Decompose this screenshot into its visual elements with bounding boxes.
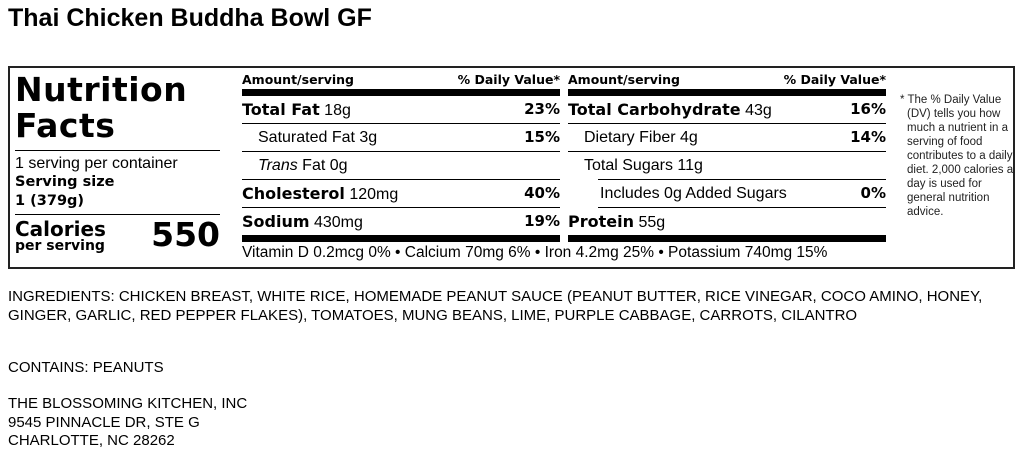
heading-nutrition: Nutrition xyxy=(15,70,188,109)
nutrient-name: Total Fat xyxy=(242,100,320,119)
label-summary: Nutrition Facts 1 serving per container … xyxy=(15,72,220,253)
nutrient-name: Total Carbohydrate xyxy=(568,100,741,119)
nutrition-facts-label: Nutrition Facts 1 serving per container … xyxy=(8,66,1015,269)
divider xyxy=(15,214,220,215)
nutrient-name: Protein xyxy=(568,212,634,231)
calories-label: Calories xyxy=(15,217,106,241)
address-line: 9545 PINNACLE DR, STE G xyxy=(8,413,200,431)
nutrient-dv: 14% xyxy=(850,128,886,146)
nutrient-name: Saturated Fat xyxy=(258,129,355,146)
calories-value: 550 xyxy=(151,215,220,254)
header-dv: % Daily Value* xyxy=(783,72,886,87)
serving-size-label: Serving size xyxy=(15,174,115,190)
nutrient-amount: 430mg xyxy=(313,214,363,231)
nutrient-column-left: Amount/serving % Daily Value* Total Fat 1… xyxy=(242,72,560,242)
vitamins-minerals: Vitamin D 0.2mcg 0% • Calcium 70mg 6% • … xyxy=(242,244,828,261)
nutrient-row: Total Carbohydrate 43g 16% xyxy=(568,96,886,124)
serving-size-value: 1 (379g) xyxy=(15,193,85,209)
nutrient-row: Protein 55g xyxy=(568,208,886,242)
ingredients: INGREDIENTS: CHICKEN BREAST, WHITE RICE,… xyxy=(8,288,983,324)
nutrient-name: Sodium xyxy=(242,212,310,231)
nutrient-amount: 11g xyxy=(677,157,703,174)
nutrient-row: Total Fat 18g 23% xyxy=(242,96,560,124)
nutrient-amount: 18g xyxy=(324,102,351,119)
nutrient-name: Trans xyxy=(258,157,298,174)
nutrient-row: Includes 0g Added Sugars 0% xyxy=(598,179,886,208)
nutrient-dv: 40% xyxy=(524,184,560,202)
nutrient-row: Dietary Fiber 4g 14% xyxy=(568,124,886,152)
calories-sub: per serving xyxy=(15,238,105,254)
nutrient-row: Sodium 430mg 19% xyxy=(242,208,560,242)
nutrient-amount: Fat 0g xyxy=(302,157,348,174)
nutrient-amount: 4g xyxy=(680,129,698,146)
nutrient-row: Cholesterol 120mg 40% xyxy=(242,180,560,208)
nutrient-row: Trans Fat 0g xyxy=(242,152,560,180)
nutrient-dv: 19% xyxy=(524,212,560,230)
nutrient-dv: 23% xyxy=(524,100,560,118)
nutrient-dv: 15% xyxy=(524,128,560,146)
allergen-statement: CONTAINS: PEANUTS xyxy=(8,359,164,376)
address-line: THE BLOSSOMING KITCHEN, INC xyxy=(8,395,248,412)
nutrient-amount: 120mg xyxy=(349,186,399,203)
manufacturer-address: THE BLOSSOMING KITCHEN, INC 9545 PINNACL… xyxy=(8,395,1018,451)
nutrient-dv: 16% xyxy=(850,100,886,118)
nutrient-row: Total Sugars 11g xyxy=(568,152,886,181)
daily-value-footnote: * The % Daily Value (DV) tells you how m… xyxy=(900,93,1015,219)
heading-facts: Facts xyxy=(15,106,116,145)
header-dv: % Daily Value* xyxy=(457,72,560,87)
divider xyxy=(15,150,220,151)
footnote-first-line: * The % Daily Value xyxy=(900,94,1002,106)
product-title: Thai Chicken Buddha Bowl GF xyxy=(8,4,372,32)
footnote-text: (DV) tells you how much a nutrient in a … xyxy=(907,108,1014,218)
header-amount: Amount/serving xyxy=(242,72,354,87)
calories: Calories per serving 550 xyxy=(15,215,220,254)
nutrient-amount: 43g xyxy=(745,102,772,119)
nutrient-column-right: Amount/serving % Daily Value* Total Carbo… xyxy=(568,72,886,242)
nutrient-name: Dietary Fiber xyxy=(584,129,676,146)
nutrient-amount: 55g xyxy=(638,214,666,231)
nutrient-row: Saturated Fat 3g 15% xyxy=(242,124,560,152)
address-line: CHARLOTTE, NC 28262 xyxy=(8,432,175,449)
nutrient-amount: 3g xyxy=(359,129,378,146)
nutrient-dv: 0% xyxy=(860,184,886,202)
nutrient-name: Cholesterol xyxy=(242,184,345,203)
nutrient-name: Total Sugars xyxy=(584,157,673,174)
header-amount: Amount/serving xyxy=(568,72,680,87)
servings-per-container: 1 serving per container xyxy=(15,155,178,172)
nutrient-name: Includes 0g Added Sugars xyxy=(600,185,787,202)
